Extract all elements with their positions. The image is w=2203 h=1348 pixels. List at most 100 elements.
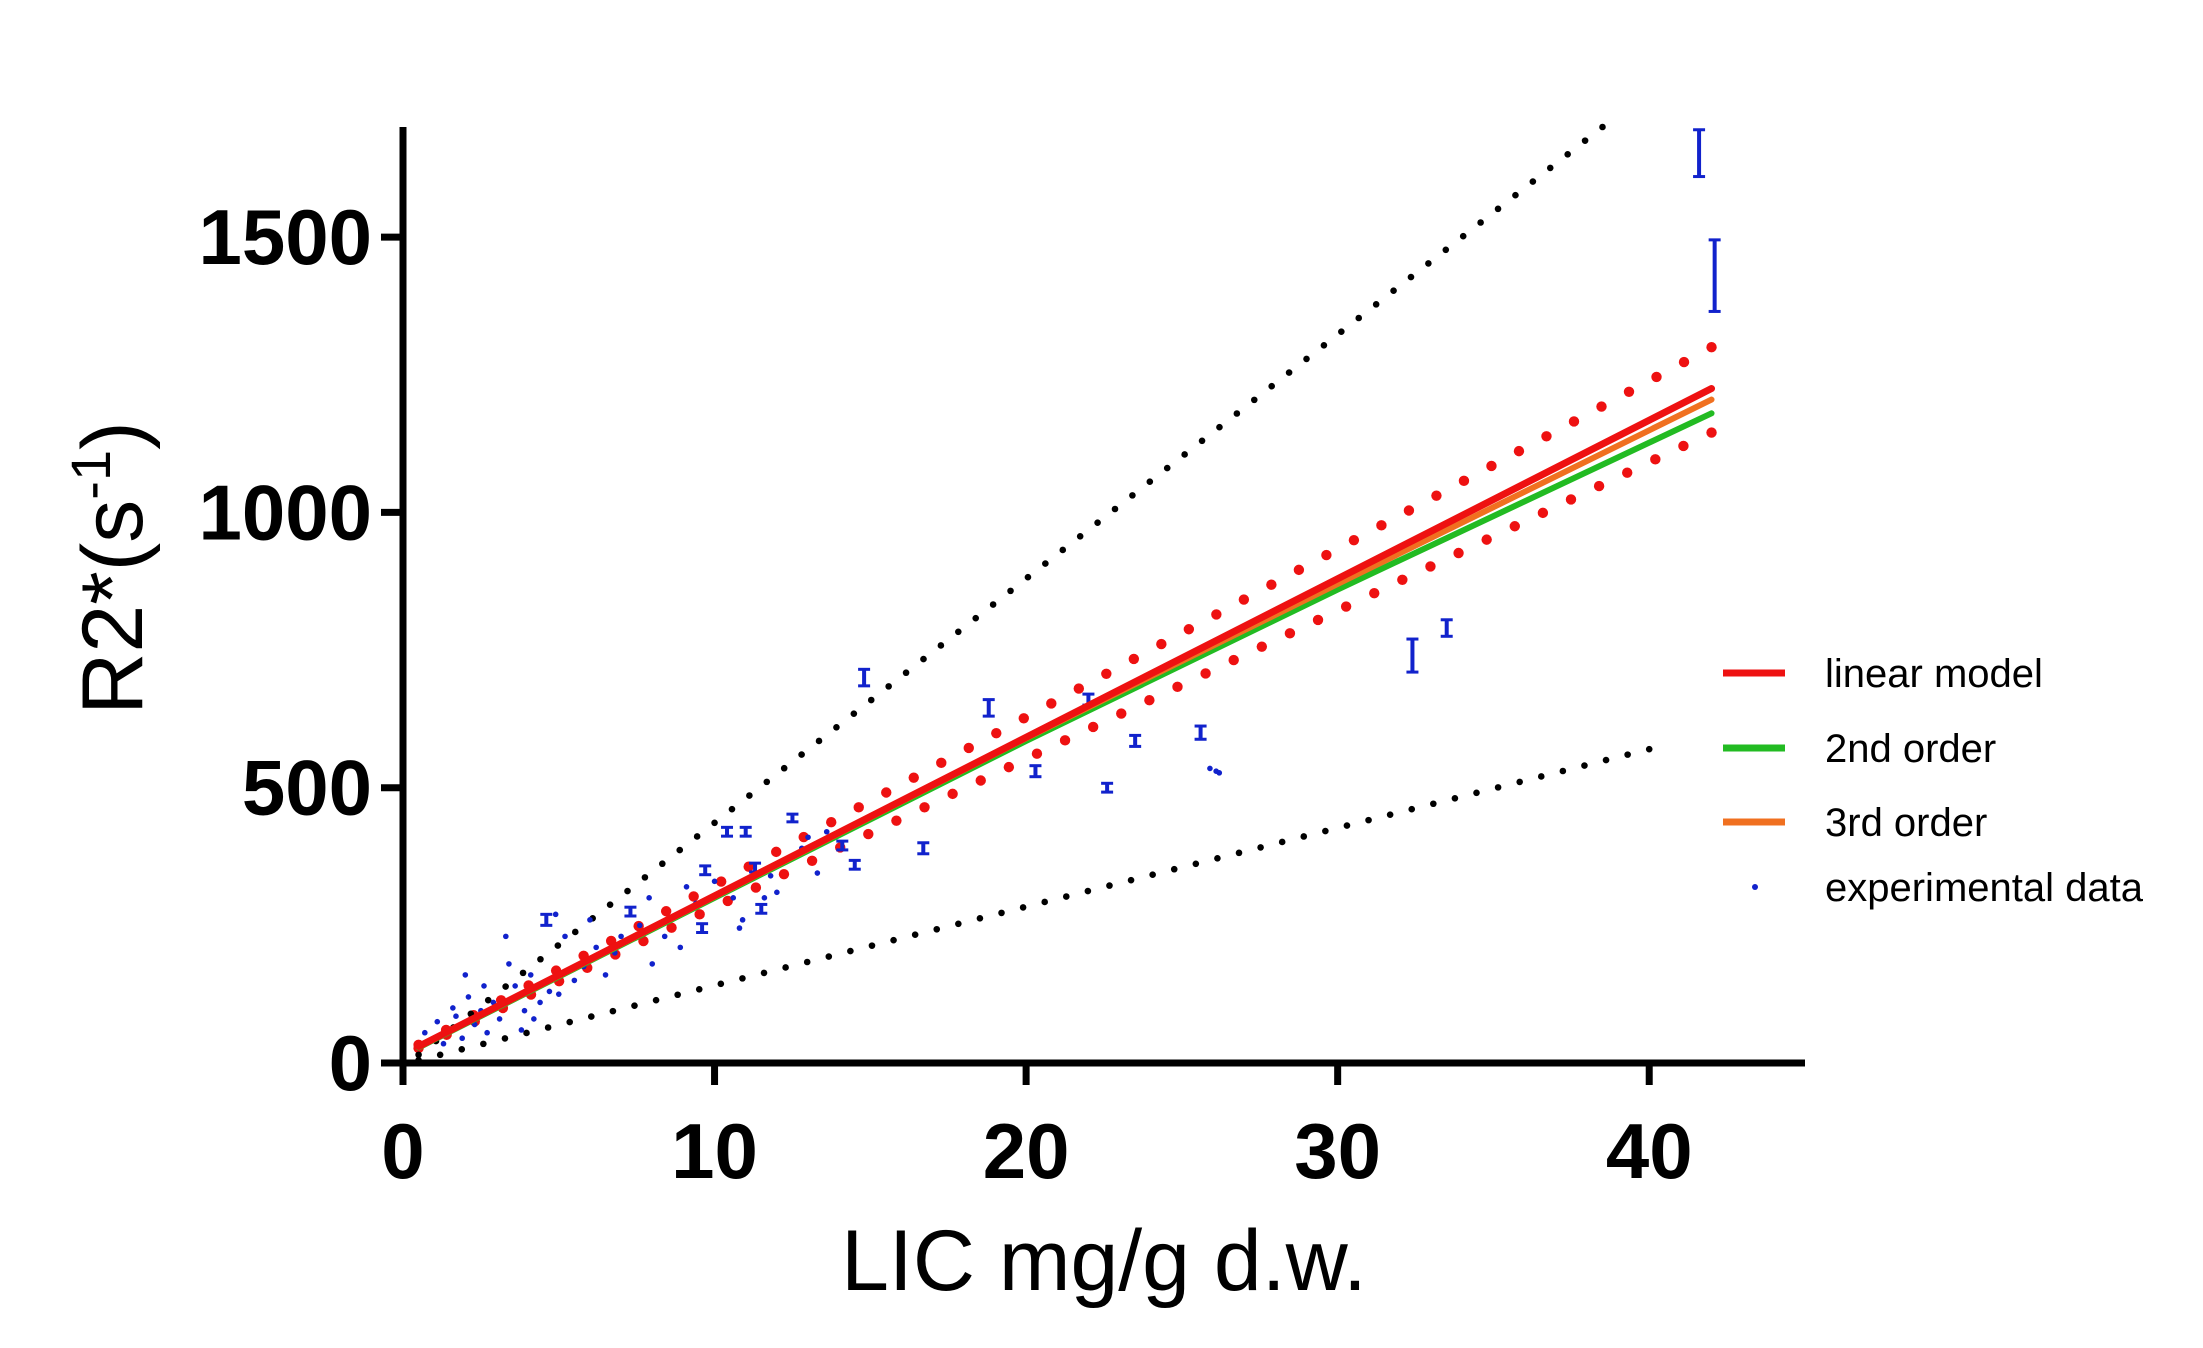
error-bar (1194, 724, 1207, 741)
dot-upper-reference (937, 642, 945, 649)
data-point (767, 873, 774, 879)
legend-item-2nd-order: 2nd order (1723, 727, 1996, 771)
dot-lower-reference (458, 1046, 466, 1053)
data-point (465, 994, 472, 1000)
dot-lower-reference (998, 909, 1005, 917)
dot-lower-reference (1019, 904, 1027, 911)
data-point (661, 933, 668, 940)
error-bar (1101, 781, 1114, 794)
dot-lower-reference (1408, 805, 1416, 813)
dot-upper-reference (624, 887, 631, 895)
data-point (823, 828, 830, 835)
dot-upper-reference (798, 751, 805, 758)
dot-linear-model-upper-bound (1128, 653, 1140, 665)
dot-linear-model-upper-bound (1568, 416, 1580, 427)
dot-upper-reference (641, 874, 649, 881)
dot-upper-reference (1407, 273, 1415, 281)
dot-linear-model-lower-bound (1087, 721, 1099, 733)
y-axis-title: R2*(s-1) (59, 421, 161, 714)
dot-linear-model-lower-bound (1284, 628, 1296, 639)
dot-lower-reference (1602, 756, 1610, 764)
dot-linear-model-lower-bound (1537, 507, 1549, 519)
dot-linear-model-lower-bound (778, 868, 790, 880)
dot-upper-reference (1042, 560, 1049, 567)
dot-linear-model-upper-bound (798, 831, 809, 843)
dot-lower-reference (782, 964, 789, 971)
data-point (736, 925, 743, 931)
data-point (602, 972, 609, 978)
dot-linear-model-lower-bound (1144, 695, 1155, 706)
dot-linear-model-lower-bound (1593, 480, 1605, 492)
data-point (1216, 770, 1223, 776)
x-tick-label-40: 40 (1606, 1107, 1693, 1195)
error-bar (1693, 128, 1706, 179)
dot-lower-reference (1170, 865, 1178, 873)
legend-swatch (1752, 884, 1758, 890)
dot-linear-model-lower-bound (919, 802, 930, 813)
dot-upper-reference (1076, 532, 1084, 540)
dot-upper-reference (1320, 341, 1328, 349)
dot-lower-reference (1451, 794, 1459, 802)
dot-lower-reference (1473, 789, 1480, 797)
error-bar (755, 902, 768, 915)
dot-lower-reference (523, 1029, 530, 1037)
dot-lower-reference (803, 958, 811, 966)
dot-upper-reference (1181, 451, 1188, 458)
data-point (527, 972, 534, 978)
series-upper-reference (415, 123, 1606, 1059)
dot-upper-reference (537, 955, 544, 963)
dot-upper-reference (571, 928, 579, 936)
dot-upper-reference (728, 805, 736, 813)
dot-lower-reference (566, 1018, 574, 1026)
legend-item-3rd-order: 3rd order (1723, 801, 1987, 845)
dot-linear-model-upper-bound (1678, 356, 1690, 368)
data-point (683, 884, 690, 890)
dot-upper-reference (1512, 191, 1519, 199)
legend-item-experimental-data: experimental data (1752, 866, 2144, 910)
y-tick-label-500: 500 (242, 744, 372, 832)
dot-linear-model-upper-bound (1513, 445, 1525, 457)
dot-upper-reference (1442, 246, 1450, 254)
data-point (814, 870, 821, 876)
data-point (503, 933, 509, 940)
dot-linear-model-lower-bound (1340, 601, 1352, 612)
dot-upper-reference (1059, 546, 1067, 554)
data-point (459, 1035, 465, 1042)
dot-upper-reference (1250, 396, 1258, 404)
dot-linear-model-upper-bound (908, 772, 919, 783)
data-point (618, 933, 624, 940)
dot-linear-model-upper-bound (1266, 579, 1277, 590)
series-lower-reference (415, 745, 1653, 1063)
dot-upper-reference (1355, 314, 1363, 322)
data-point (711, 878, 718, 885)
dot-upper-reference (1216, 423, 1223, 431)
dot-lower-reference (674, 991, 681, 999)
dot-upper-reference (763, 778, 771, 786)
error-bar (1129, 733, 1142, 748)
y-tick-label-1000: 1000 (198, 468, 372, 556)
dot-linear-model-lower-bound (1200, 668, 1211, 679)
dot-linear-model-lower-bound (666, 922, 677, 933)
data-point (593, 944, 599, 951)
dot-linear-model-upper-bound (853, 802, 864, 813)
dot-upper-reference (1146, 478, 1154, 486)
data-point (481, 983, 487, 989)
dot-linear-model-upper-bound (660, 906, 672, 917)
dot-linear-model-upper-bound (1211, 609, 1222, 620)
dot-lower-reference (631, 1002, 638, 1009)
dot-upper-reference (902, 669, 910, 677)
dot-upper-reference (1564, 150, 1571, 158)
dot-linear-model-upper-bound (963, 742, 974, 754)
x-tick-label-10: 10 (671, 1107, 758, 1195)
dot-linear-model-lower-bound (1031, 748, 1043, 759)
dot-linear-model-upper-bound (1486, 460, 1497, 472)
dot-upper-reference (659, 860, 666, 868)
dot-upper-reference (989, 601, 997, 608)
data-point (434, 1018, 441, 1025)
dot-linear-model-upper-bound (881, 787, 892, 798)
dot-lower-reference (1494, 784, 1502, 791)
ticks: 0 10 20 30 40 0 500 1000 1500 (198, 193, 1692, 1195)
dot-linear-model-upper-bound (688, 891, 699, 902)
plot-area (413, 123, 1721, 1063)
x-axis-title: LIC mg/g d.w. (841, 1213, 1367, 1309)
